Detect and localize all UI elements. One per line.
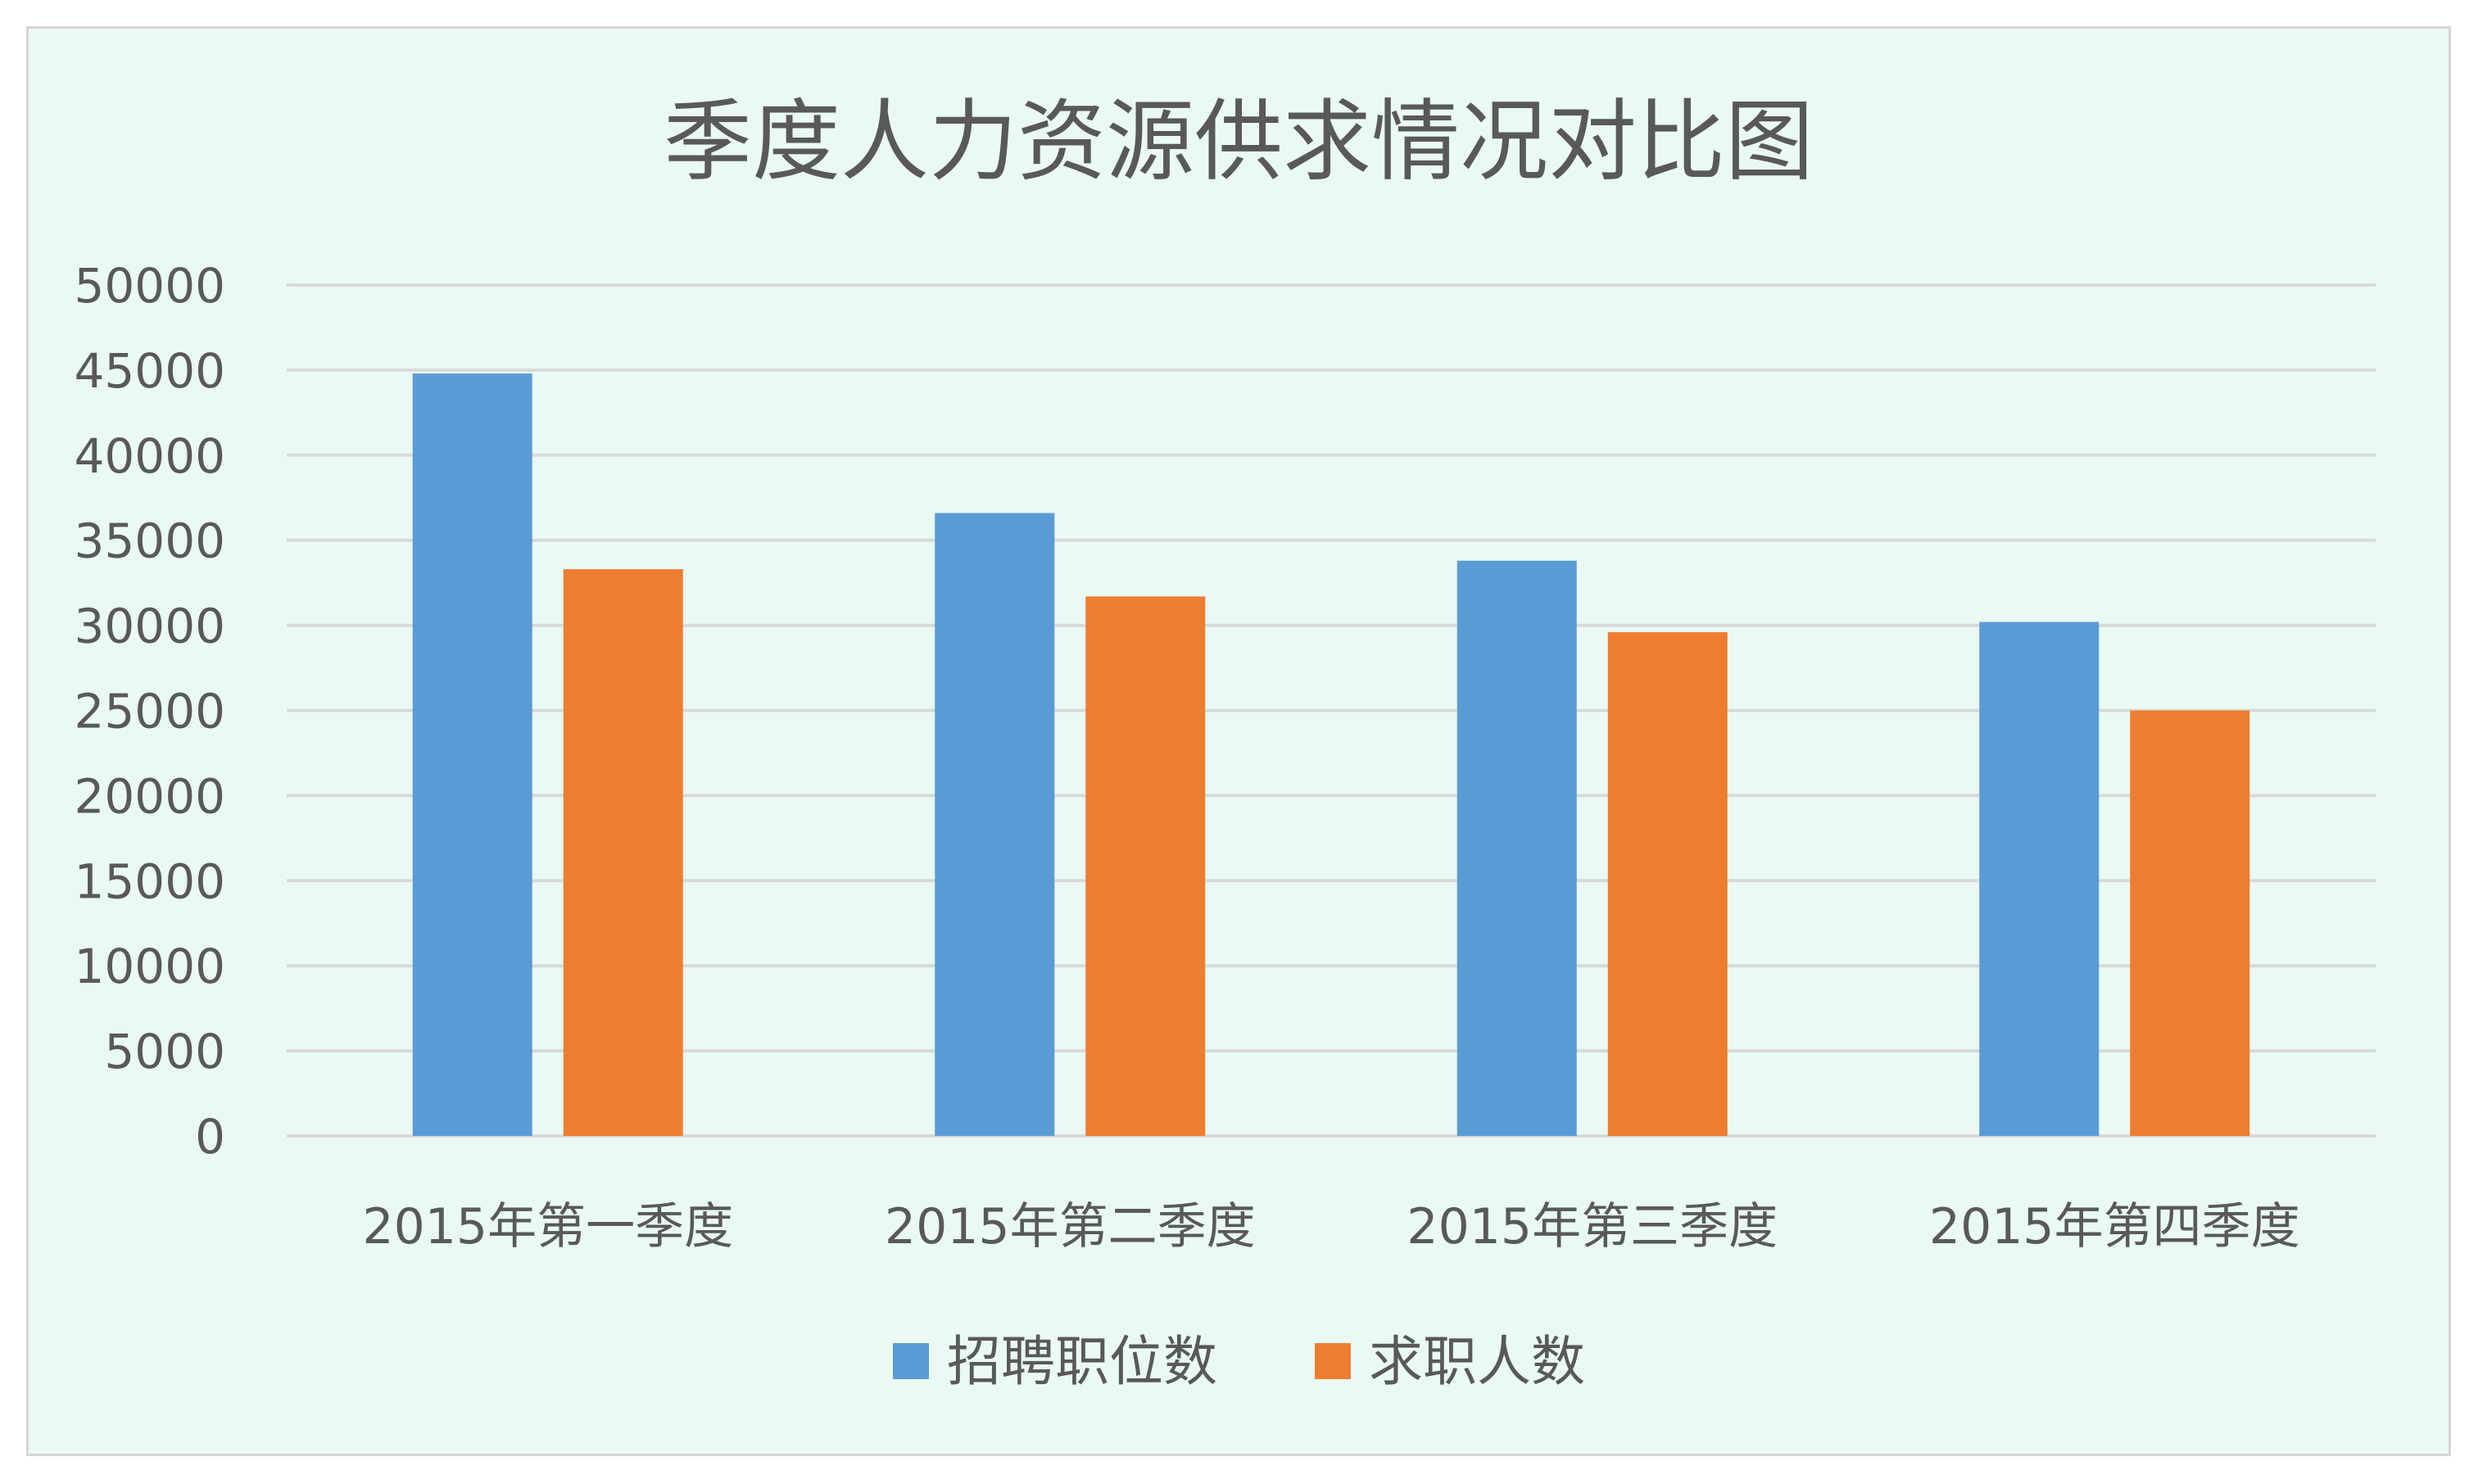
y-tick-label: 0	[195, 1109, 225, 1165]
bar-job-seekers	[2130, 710, 2250, 1136]
bar-job-seekers	[563, 569, 683, 1136]
legend-swatch	[893, 1343, 929, 1379]
bar-recruitment-positions	[1979, 622, 2100, 1136]
y-tick-label: 30000	[74, 599, 225, 654]
x-axis-categories: 2015年第一季度 2015年第二季度 2015年第三季度 2015年第四季度	[362, 1198, 2299, 1256]
x-category-label: 2015年第四季度	[1929, 1198, 2300, 1256]
legend-label: 招聘职位数	[947, 1330, 1217, 1393]
y-axis-ticks: 0 5000 10000 15000 20000 25000 30000 35000 40000…	[74, 258, 225, 1165]
y-tick-label: 40000	[74, 428, 225, 484]
bar-recruitment-positions	[1456, 560, 1577, 1136]
y-tick-label: 25000	[74, 684, 225, 740]
bar-recruitment-positions	[935, 513, 1055, 1136]
y-tick-label: 50000	[74, 258, 225, 314]
x-category-label: 2015年第一季度	[362, 1198, 733, 1256]
y-tick-label: 35000	[74, 514, 225, 569]
bar-job-seekers	[1607, 631, 1728, 1136]
legend-label: 求职人数	[1369, 1330, 1585, 1393]
y-tick-label: 45000	[74, 343, 225, 399]
y-tick-label: 5000	[104, 1024, 225, 1079]
x-category-label: 2015年第二季度	[885, 1198, 1256, 1256]
y-tick-label: 20000	[74, 768, 225, 824]
bar-job-seekers	[1085, 596, 1206, 1136]
x-category-label: 2015年第三季度	[1407, 1198, 1778, 1256]
legend-swatch	[1315, 1343, 1351, 1379]
y-tick-label: 10000	[74, 939, 225, 994]
chart-title: 季度人力资源供求情况对比图	[664, 91, 1814, 193]
legend: 招聘职位数 求职人数	[893, 1330, 1585, 1393]
bars	[412, 373, 2250, 1136]
bar-recruitment-positions	[412, 373, 532, 1136]
y-tick-label: 15000	[74, 853, 225, 909]
